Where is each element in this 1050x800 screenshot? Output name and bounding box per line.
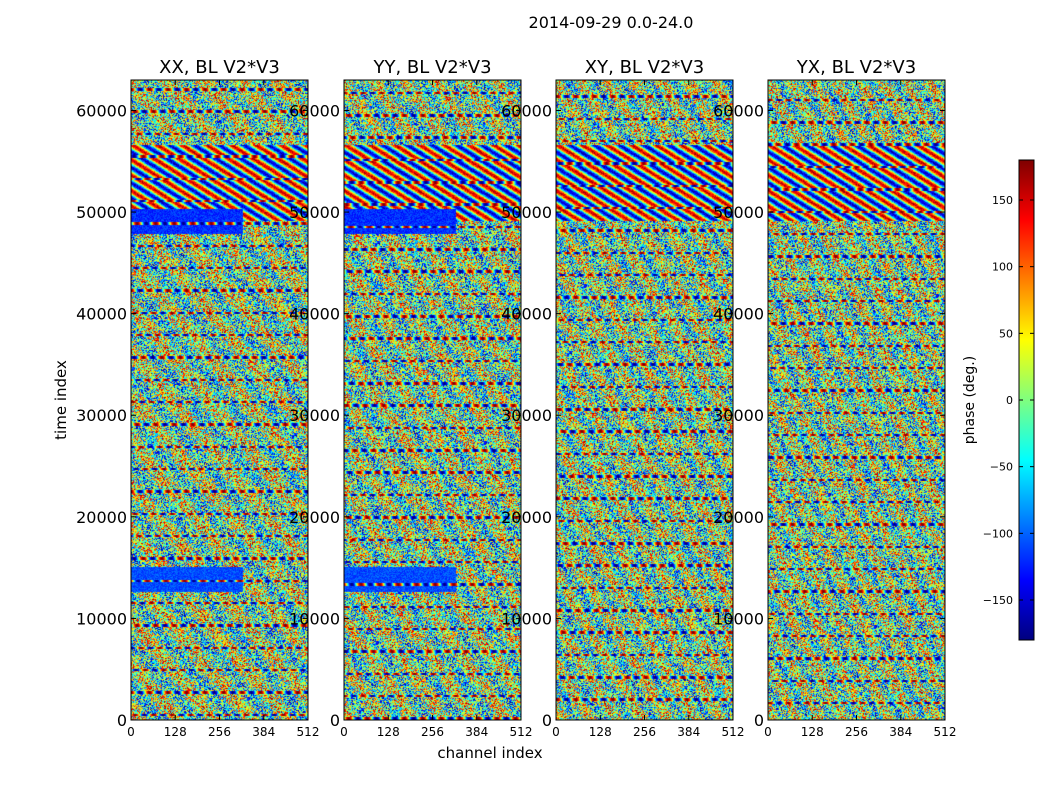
x-tick-label: 384 xyxy=(889,725,912,739)
y-tick-label: 50000 xyxy=(289,203,340,222)
x-tick-label: 128 xyxy=(801,725,824,739)
y-tick-label: 10000 xyxy=(289,609,340,628)
figure-title: 2014-09-29 0.0-24.0 xyxy=(529,13,694,32)
phase-heatmap xyxy=(131,80,308,720)
panel-xy: XY, BL V2*V3 0 128 256 384 512 0 10000 20000 3000… xyxy=(501,57,744,739)
x-tick-label: 512 xyxy=(934,725,957,739)
x-tick-label: 256 xyxy=(845,725,868,739)
y-tick-label: 10000 xyxy=(76,609,127,628)
colorbar-tick-label: 150 xyxy=(992,194,1013,207)
x-tick-label: 256 xyxy=(421,725,444,739)
x-tick-label: 512 xyxy=(722,725,745,739)
y-tick-label: 40000 xyxy=(76,305,127,324)
y-tick-label: 20000 xyxy=(289,508,340,527)
x-tick-label: 384 xyxy=(252,725,275,739)
y-tick-label: 30000 xyxy=(76,406,127,425)
y-tick-label: 50000 xyxy=(76,203,127,222)
x-tick-label: 0 xyxy=(764,725,772,739)
y-tick-label: 30000 xyxy=(713,406,764,425)
y-tick-label: 0 xyxy=(117,711,127,730)
x-tick-label: 0 xyxy=(127,725,135,739)
colorbar: 150 100 50 0 −50 −100 −150 phase (deg.) xyxy=(962,159,1035,641)
y-tick-label: 0 xyxy=(330,711,340,730)
x-tick-label: 384 xyxy=(677,725,700,739)
colorbar-tick-label: 50 xyxy=(999,327,1013,340)
y-tick-label: 20000 xyxy=(501,508,552,527)
y-tick-label: 20000 xyxy=(76,508,127,527)
y-tick-label: 60000 xyxy=(76,101,127,120)
y-axis-label: time index xyxy=(52,360,70,440)
y-tick-label: 40000 xyxy=(713,305,764,324)
colorbar-label: phase (deg.) xyxy=(962,356,978,444)
y-tick-label: 60000 xyxy=(713,101,764,120)
x-tick-label: 0 xyxy=(552,725,560,739)
panel-title: XX, BL V2*V3 xyxy=(159,57,280,78)
y-tick-label: 60000 xyxy=(501,101,552,120)
y-tick-label: 60000 xyxy=(289,101,340,120)
x-axis-label: channel index xyxy=(437,744,542,762)
panel-title: XY, BL V2*V3 xyxy=(585,57,704,78)
y-tick-label: 50000 xyxy=(501,203,552,222)
x-tick-label: 512 xyxy=(297,725,320,739)
y-tick-label: 10000 xyxy=(713,609,764,628)
colorbar-tick-label: −150 xyxy=(983,594,1013,607)
y-tick-label: 0 xyxy=(754,711,764,730)
x-tick-label: 384 xyxy=(465,725,488,739)
colorbar-tick-label: 0 xyxy=(1006,394,1013,407)
x-tick-label: 0 xyxy=(340,725,348,739)
y-tick-label: 30000 xyxy=(501,406,552,425)
colorbar-tick-label: 100 xyxy=(992,261,1013,274)
x-tick-label: 256 xyxy=(208,725,231,739)
y-tick-label: 50000 xyxy=(713,203,764,222)
y-tick-label: 10000 xyxy=(501,609,552,628)
x-tick-label: 128 xyxy=(164,725,187,739)
phase-heatmap xyxy=(344,80,521,720)
colorbar-tick-label: −50 xyxy=(990,461,1013,474)
panel-yx: YX, BL V2*V3 0 128 256 384 512 0 10000 20000 3000… xyxy=(713,57,956,739)
panel-yy: YY, BL V2*V3 0 128 256 384 512 0 10000 20000 3000… xyxy=(289,57,532,739)
y-tick-label: 0 xyxy=(542,711,552,730)
y-tick-label: 40000 xyxy=(501,305,552,324)
x-tick-label: 256 xyxy=(633,725,656,739)
phase-heatmap xyxy=(768,80,945,720)
panel-title: YX, BL V2*V3 xyxy=(796,57,916,78)
y-tick-label: 30000 xyxy=(289,406,340,425)
y-tick-label: 40000 xyxy=(289,305,340,324)
panel-title: YY, BL V2*V3 xyxy=(372,57,491,78)
panel-xx: XX, BL V2*V3 0 128 256 384 512 0 10000 20000 3000… xyxy=(76,57,319,739)
y-tick-label: 20000 xyxy=(713,508,764,527)
colorbar-tick-label: −100 xyxy=(983,527,1013,540)
x-tick-label: 128 xyxy=(589,725,612,739)
x-tick-label: 128 xyxy=(377,725,400,739)
phase-heatmap xyxy=(556,80,733,720)
x-tick-label: 512 xyxy=(510,725,533,739)
